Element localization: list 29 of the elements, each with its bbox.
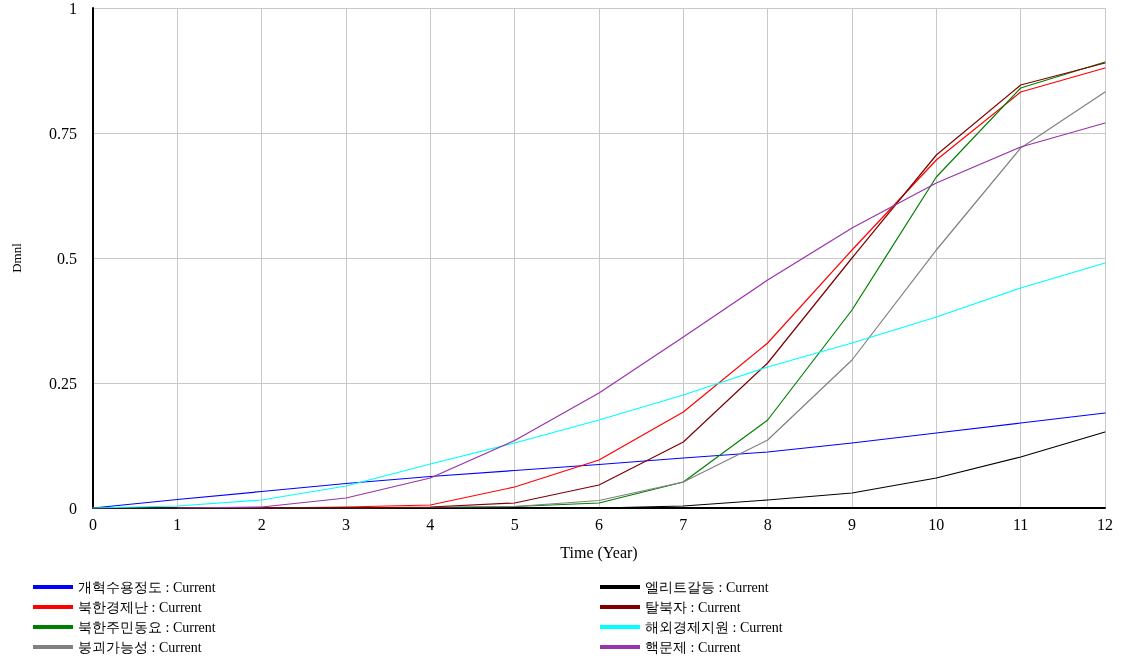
x-tick-label: 5 [510,515,519,533]
y-tick-label: 0.75 [49,124,77,142]
x-tick-label: 4 [426,515,435,533]
x-tick-label: 9 [848,515,856,533]
y-axis-title: Dmnl [9,242,24,273]
x-tick-label: 6 [595,515,603,533]
x-tick-label: 0 [89,515,97,533]
line-series [176,122,1106,509]
x-tick-label: 2 [257,515,266,533]
legend-label: 해외경제지원 : Current [645,619,783,635]
legend-label: 탈북자 : Current [645,599,741,615]
x-axis-title: Time (Year) [560,543,638,562]
legend-label: 핵문제 : Current [645,639,741,655]
x-tick-label: 10 [928,515,945,533]
legend-label: 북한경제난 : Current [78,599,202,615]
x-tick-label: 12 [1097,515,1113,533]
legend-label: 엘리트갈등 : Current [645,579,769,595]
x-tick-label: 8 [763,515,772,533]
x-tick-label: 11 [1012,515,1029,533]
x-tick-label: 1 [173,515,182,533]
legend-label: 붕괴가능성 : Current [78,639,202,655]
y-tick-label: 0 [69,499,77,517]
legend-label: 북한주민동요 : Current [78,619,216,635]
y-tick-label: 0.25 [49,374,77,392]
x-tick-label: 7 [679,515,688,533]
y-tick-label: 0.5 [57,249,77,267]
legend-label: 개혁수용정도 : Current [78,579,216,595]
y-tick-label: 1 [69,0,77,17]
x-tick-label: 3 [342,515,350,533]
